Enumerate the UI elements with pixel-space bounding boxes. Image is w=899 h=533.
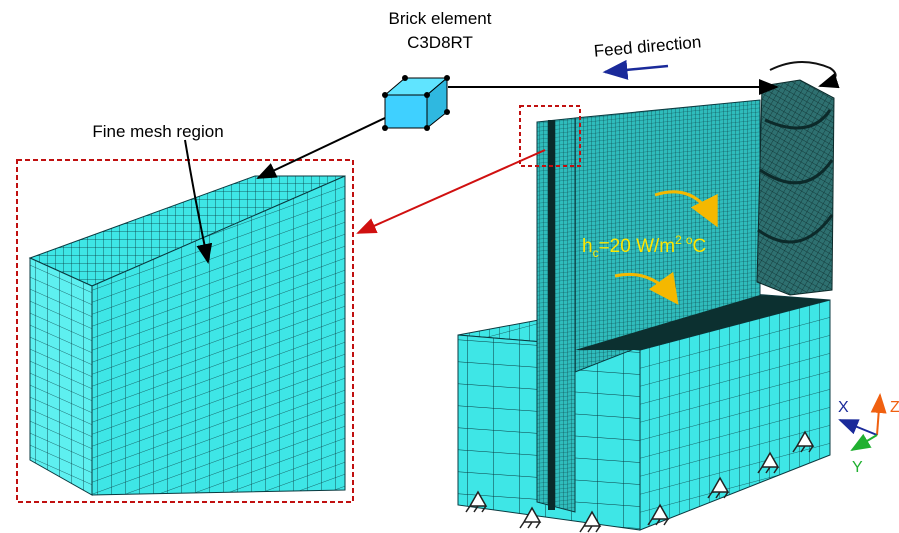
arrow-to-inset: [258, 118, 385, 178]
wall-line: [548, 120, 555, 510]
heat-sup: 2: [675, 233, 682, 247]
tool-body: [757, 80, 834, 295]
feed-arrow: [605, 66, 668, 72]
inset-left-face: [30, 258, 92, 495]
wall-edge: [537, 118, 575, 512]
axis-z-label: Z: [890, 399, 899, 416]
heat-h: h: [582, 236, 593, 257]
diagram: Brick element C3D8RT Feed direction Fine…: [0, 0, 899, 533]
fine-mesh-label: Fine mesh region: [92, 122, 223, 141]
brick-element: [382, 75, 450, 131]
zoom-inset: [17, 160, 353, 502]
element-type: C3D8RT: [407, 33, 473, 52]
heat-value: =20 W/m: [599, 236, 676, 257]
brick-label: Brick element: [389, 9, 492, 28]
axis-y-label: Y: [852, 459, 863, 476]
heat-unit: C: [693, 236, 707, 257]
axis-x-label: X: [838, 399, 849, 416]
feed-label: Feed direction: [593, 32, 702, 60]
zoom-arrow: [358, 150, 545, 233]
tool: [757, 62, 836, 295]
